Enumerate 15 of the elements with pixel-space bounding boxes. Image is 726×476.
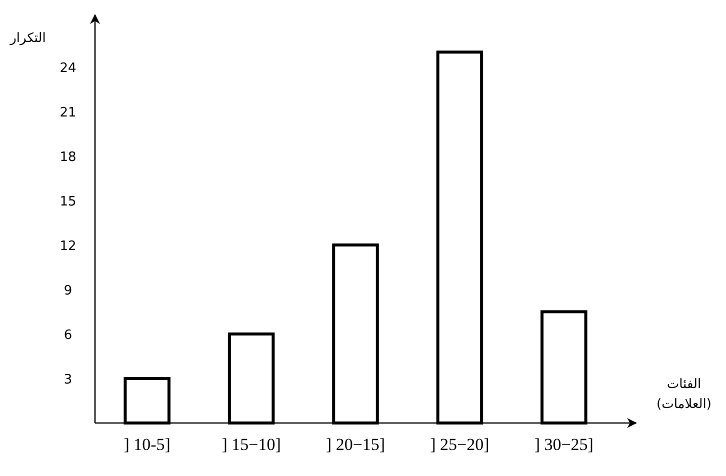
x-tick-label: ] 20−15] — [326, 435, 386, 454]
x-tick-label: ] 30−25] — [534, 435, 594, 454]
y-tick-label: 12 — [60, 238, 76, 254]
y-tick-label: 15 — [60, 194, 76, 210]
y-tick-label: 21 — [60, 105, 76, 120]
y-tick-label: 6 — [64, 328, 72, 343]
x-tick-label: ] 25−20] — [430, 435, 490, 454]
x-tick-label: ] 10-5] — [124, 435, 170, 454]
y-tick-label: 9 — [64, 283, 72, 298]
y-tick-label: 24 — [60, 60, 76, 76]
x-axis-title: الفئات (العلامات) — [656, 377, 712, 412]
x-tick-label: ] 15−10] — [222, 435, 281, 454]
y-tick-label: 18 — [60, 150, 76, 165]
y-axis-title: التكرار — [9, 31, 46, 46]
y-tick-label: 3 — [64, 372, 72, 388]
